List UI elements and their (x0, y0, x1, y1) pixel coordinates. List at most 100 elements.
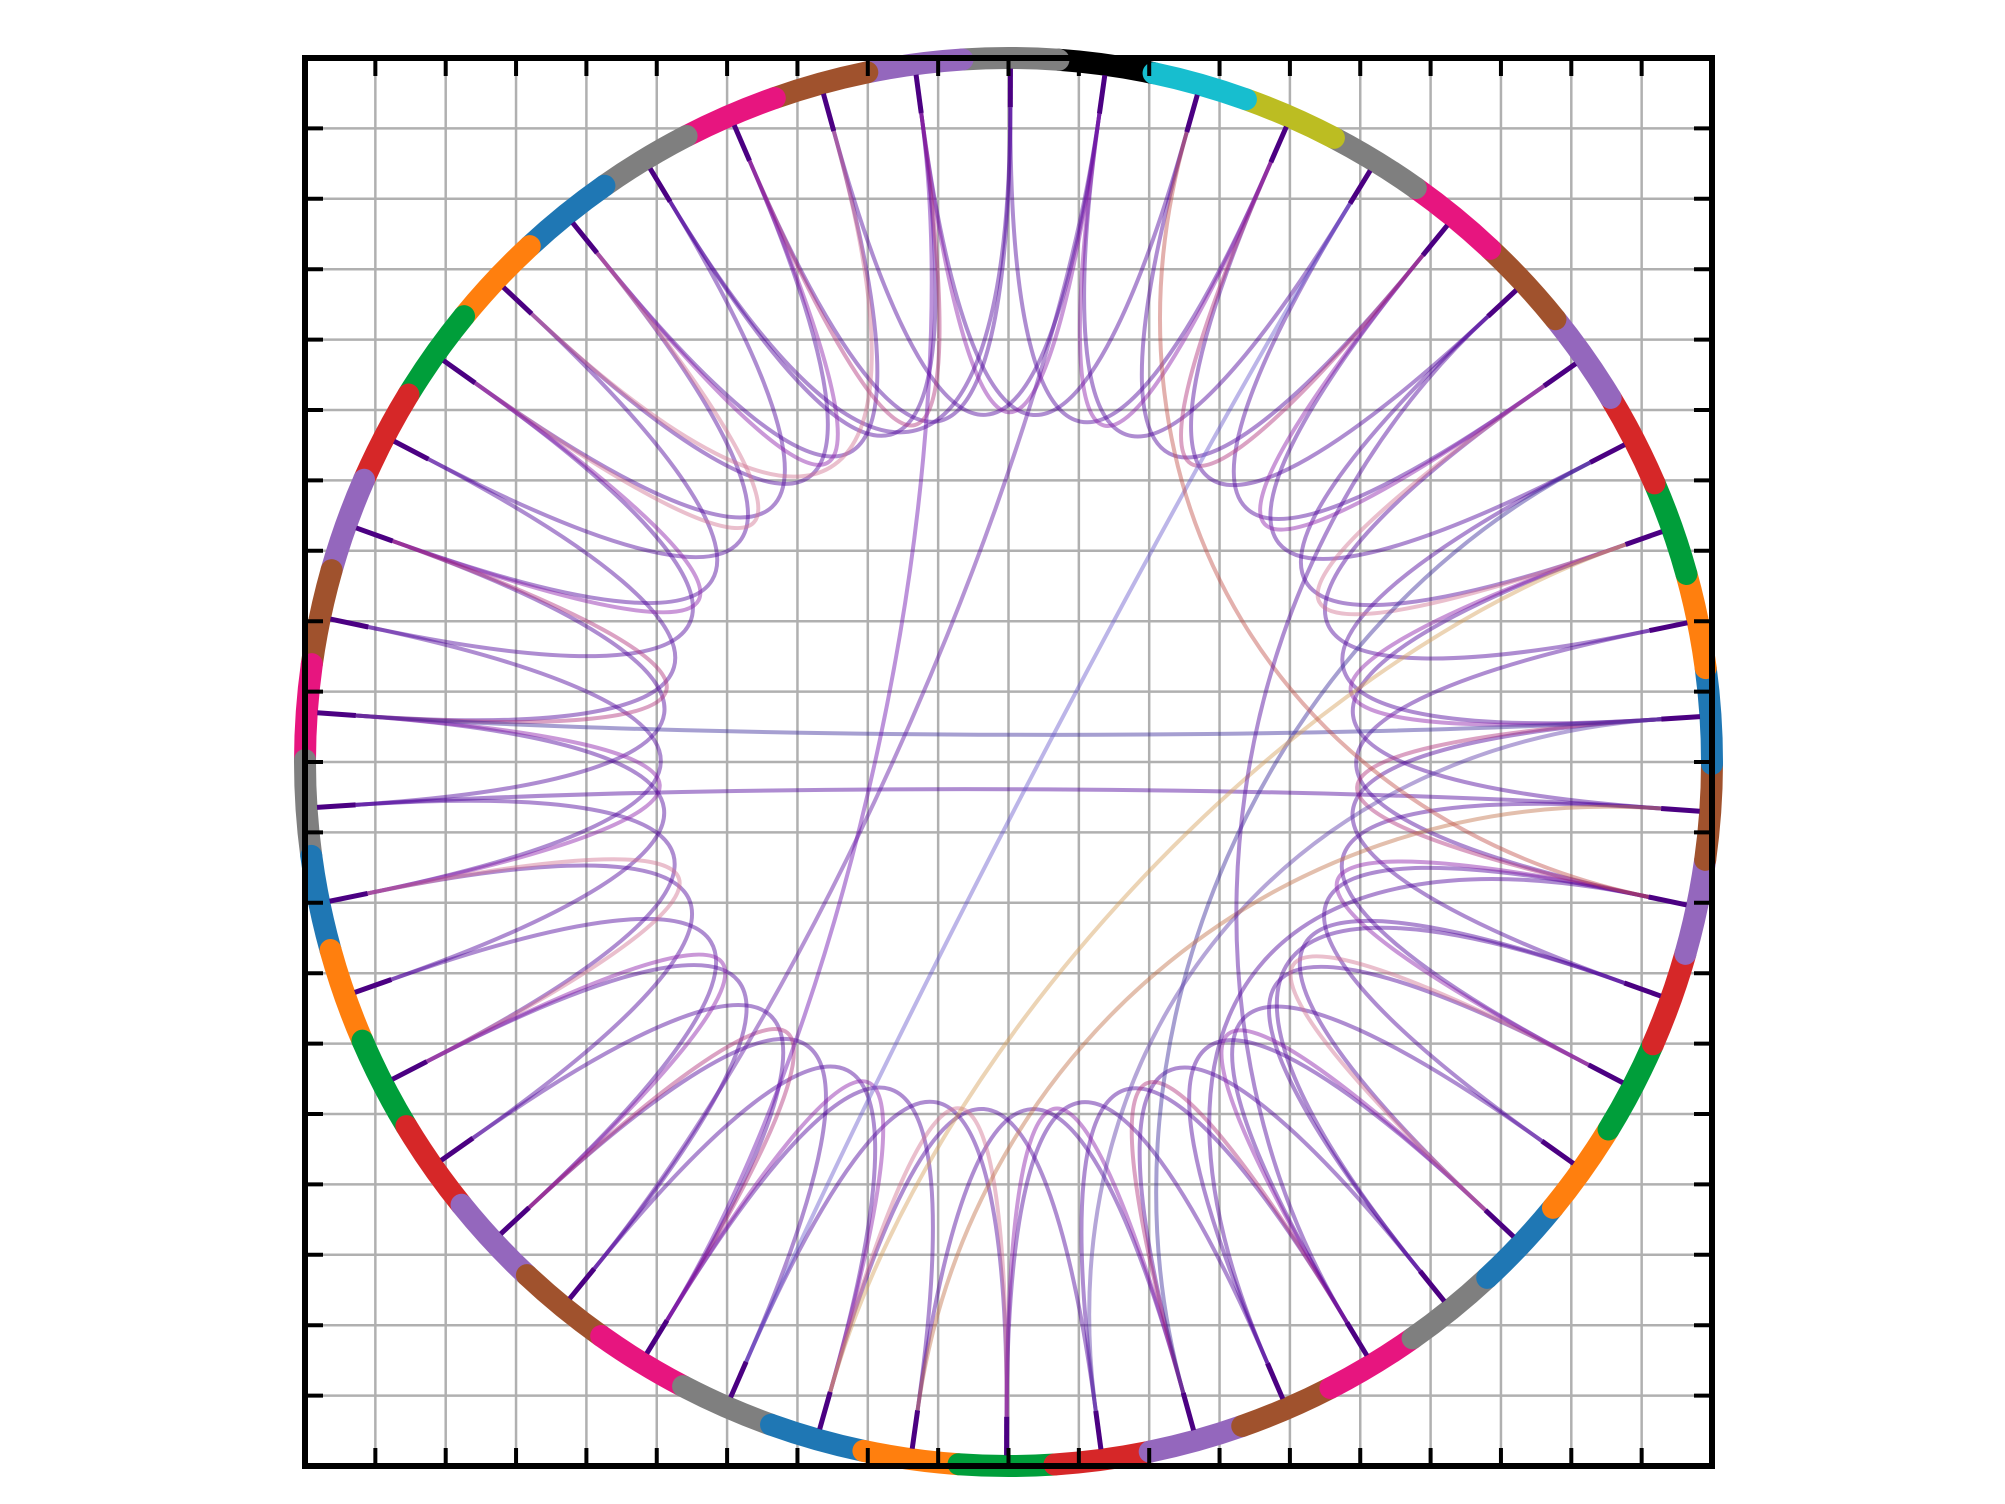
segment (590, 1325, 695, 1398)
chord (828, 542, 1627, 1393)
node-tick (1540, 1139, 1575, 1166)
chord (1297, 919, 1626, 1212)
node-tick (354, 977, 393, 995)
chord (595, 159, 840, 467)
chord (530, 130, 874, 479)
segment (300, 559, 343, 676)
grid (303, 56, 1714, 1468)
segment (320, 468, 376, 582)
chord (1350, 542, 1662, 811)
node-tick (1347, 169, 1373, 205)
chord (1315, 384, 1627, 617)
segment (852, 1439, 970, 1476)
node-tick (1483, 1208, 1516, 1239)
chord (1340, 801, 1662, 1067)
node-tick (1623, 980, 1662, 999)
chord (355, 713, 662, 896)
node-tick (644, 1319, 670, 1355)
chord (1008, 107, 1273, 425)
chord (391, 381, 703, 615)
chord (471, 1003, 786, 1322)
chord (473, 251, 761, 530)
chord (527, 1036, 828, 1363)
segment (1401, 1266, 1499, 1350)
segment (397, 305, 476, 406)
node-tick (1420, 223, 1450, 257)
chord (1219, 1028, 1487, 1324)
chord (1082, 113, 1352, 439)
chord (425, 952, 728, 1210)
node-tick (439, 1136, 475, 1163)
segment (675, 86, 786, 148)
chord (1137, 1065, 1422, 1394)
chord (367, 863, 694, 1140)
segment (1544, 308, 1622, 409)
chord (747, 107, 1013, 424)
node-tick (1589, 442, 1626, 465)
chord (427, 251, 750, 560)
segment (763, 61, 879, 109)
chord (919, 112, 1189, 417)
node-tick (442, 358, 477, 385)
segment (1674, 848, 1717, 965)
node-tick (317, 710, 357, 718)
chord (1189, 161, 1490, 488)
node-tick (1587, 1062, 1625, 1085)
chord (828, 1107, 1098, 1412)
chord (1230, 1004, 1544, 1324)
chord (592, 1064, 878, 1393)
chord (1350, 717, 1662, 985)
node-tick (1542, 361, 1578, 388)
axes-frame (302, 55, 1715, 1469)
chord (1154, 460, 1592, 1394)
chord (1234, 315, 1490, 1324)
chord (355, 539, 669, 724)
segment (1404, 176, 1502, 260)
chord (355, 713, 1662, 737)
node-tick (1180, 1392, 1196, 1431)
node-tick (1661, 714, 1701, 722)
chord (1354, 628, 1650, 899)
chord (1288, 954, 1590, 1212)
node-tick (1265, 1362, 1286, 1400)
chord (1299, 314, 1627, 607)
chord (1348, 542, 1662, 727)
node-tick (1418, 1269, 1447, 1303)
chord (367, 381, 695, 659)
chord (355, 713, 667, 982)
node-tick (1344, 1321, 1370, 1357)
links (355, 107, 1662, 1417)
node-tick (1660, 806, 1700, 814)
chord (1258, 254, 1546, 532)
chord (1322, 865, 1650, 1143)
chord (355, 539, 667, 807)
segment (1597, 1033, 1664, 1141)
chord (828, 1106, 1009, 1417)
node-tick (391, 1059, 428, 1082)
segment (1643, 472, 1698, 585)
node-tick (821, 93, 837, 132)
node-tick (909, 1410, 921, 1450)
segment (515, 1264, 613, 1347)
chord (530, 159, 830, 486)
segment (1231, 1376, 1342, 1438)
chord (831, 113, 1102, 417)
node-tick (329, 616, 369, 630)
segment (1319, 1327, 1424, 1399)
chord (1179, 161, 1425, 468)
chord (1231, 202, 1546, 521)
node-tick (499, 1205, 531, 1236)
chord (1087, 717, 1662, 1412)
node-tick (329, 890, 369, 904)
chord (915, 1107, 1186, 1411)
segment (1043, 1440, 1161, 1476)
node-tick (570, 221, 599, 255)
chord (1129, 1080, 1349, 1394)
chord (747, 112, 942, 428)
chord (1207, 877, 1650, 1365)
chord (390, 917, 718, 1210)
segment (353, 383, 420, 491)
node-tick (1096, 74, 1108, 114)
frame (302, 55, 1715, 1469)
